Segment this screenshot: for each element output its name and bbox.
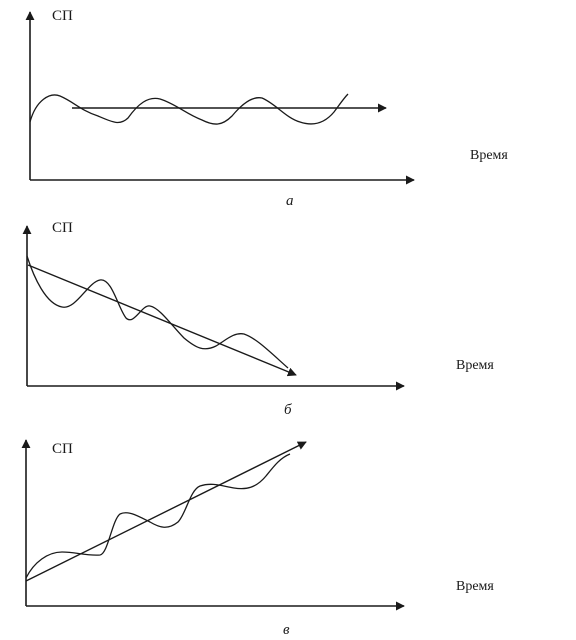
panel-c: СП Время в — [21, 439, 494, 638]
panel-b-trend-line — [27, 264, 297, 377]
panel-c-caption: в — [283, 622, 290, 638]
panel-a-y-label: СП — [52, 8, 73, 24]
panel-b: СП Время б — [22, 220, 494, 418]
panel-c-trend-line — [25, 441, 307, 582]
panel-b-caption: б — [284, 402, 292, 418]
panel-b-y-label: СП — [52, 220, 73, 236]
panel-a-x-label: Время — [470, 148, 508, 163]
panel-c-x-label: Время — [456, 579, 494, 594]
panel-a: СП Время а — [25, 8, 508, 209]
panel-c-y-label: СП — [52, 441, 73, 457]
panel-a-oscillation-curve — [29, 93, 349, 125]
panel-b-oscillation-curve — [26, 255, 289, 369]
panel-a-caption: а — [286, 193, 294, 209]
panel-b-x-label: Время — [456, 358, 494, 373]
